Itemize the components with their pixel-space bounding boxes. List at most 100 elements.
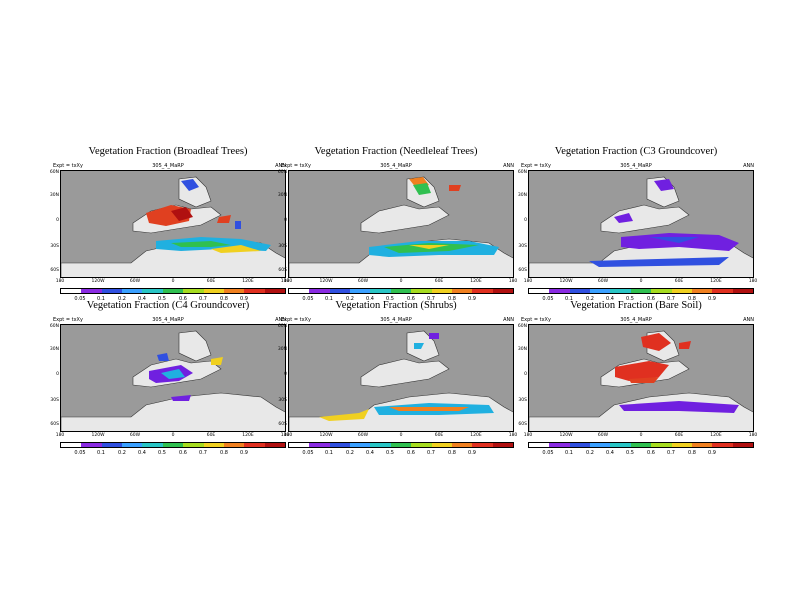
colorbar-label: 0.7 — [667, 450, 675, 456]
colorbar-swatch — [732, 289, 753, 293]
colorbar-swatch — [101, 289, 123, 293]
colorbar-swatch — [549, 443, 570, 447]
colorbar-label: 0.4 — [606, 450, 614, 456]
lon-label: 60E — [206, 279, 216, 284]
lat-label: 60S — [518, 422, 527, 427]
lat-label: 30S — [50, 244, 59, 249]
colorbar-swatch — [370, 443, 391, 447]
colorbar-label: 0.2 — [586, 296, 594, 302]
lon-label: 120E — [242, 433, 254, 438]
lon-label: 60W — [129, 279, 141, 284]
colorbar-swatch — [183, 443, 204, 447]
colorbar-label: 0.1 — [565, 450, 573, 456]
map — [288, 324, 514, 432]
lon-label: 180 — [508, 433, 518, 438]
colorbar-label: 0.1 — [97, 296, 105, 302]
lon-label: 120E — [470, 279, 482, 284]
lon-label: 120E — [710, 433, 722, 438]
colorbar-swatch — [691, 443, 713, 447]
colorbar-label: 0.6 — [407, 296, 415, 302]
colorbar-swatch — [203, 443, 224, 447]
colorbar-swatch — [81, 443, 102, 447]
colorbar-label: 0.1 — [565, 296, 573, 302]
colorbar-swatch — [492, 443, 513, 447]
lat-label: 60N — [49, 324, 59, 329]
colorbar-swatch — [691, 289, 713, 293]
colorbar-swatch — [472, 443, 493, 447]
lon-label: 180 — [55, 279, 65, 284]
lat-label: 30N — [49, 347, 59, 352]
colorbar-label: 0.8 — [220, 296, 228, 302]
colorbar-label: 0.5 — [158, 450, 166, 456]
colorbar-label: 0.4 — [138, 296, 146, 302]
panel-title: Vegetation Fraction (C3 Groundcover) — [554, 146, 718, 157]
lat-label: 30N — [517, 347, 527, 352]
colorbar-swatch — [671, 289, 692, 293]
panel-bare-soil: Vegetation Fraction (Bare Soil) Expt = t… — [516, 300, 758, 462]
colorbar-swatch — [122, 289, 143, 293]
colorbar-swatch — [671, 443, 692, 447]
colorbar-label: 0.9 — [240, 450, 248, 456]
colorbar-swatch — [244, 289, 265, 293]
colorbar-swatch — [712, 289, 733, 293]
colorbar-swatch — [451, 289, 473, 293]
colorbar-swatch — [549, 289, 570, 293]
colorbar-label: 0.1 — [325, 296, 333, 302]
colorbar-label: 0.6 — [179, 450, 187, 456]
colorbar-swatch — [142, 289, 163, 293]
season-label: ANN — [743, 317, 754, 323]
lon-label: 0 — [171, 433, 175, 438]
season-label: ANN — [275, 163, 286, 169]
colorbar-swatch — [101, 443, 123, 447]
colorbar-label: 0.7 — [667, 296, 675, 302]
season-label: ANN — [275, 317, 286, 323]
lat-label: 60N — [517, 170, 527, 175]
colorbar-swatch — [329, 289, 351, 293]
lon-label: 60W — [129, 433, 141, 438]
colorbar-label: 0.05 — [542, 296, 554, 302]
lon-label: 180 — [280, 433, 290, 438]
colorbar-label: 0.05 — [302, 450, 314, 456]
colorbar-label: 0.8 — [220, 450, 228, 456]
colorbar-swatch — [492, 289, 513, 293]
colorbar-swatch — [264, 443, 285, 447]
colorbar-swatch — [264, 289, 285, 293]
map — [528, 324, 754, 432]
colorbar-swatch — [81, 289, 102, 293]
lat-label: 0 — [524, 372, 527, 377]
lon-label: 60W — [357, 279, 369, 284]
lon-label: 180 — [748, 433, 758, 438]
colorbar-label: 0.7 — [427, 450, 435, 456]
map — [60, 170, 286, 278]
lon-label: 0 — [639, 279, 643, 284]
season-label: ANN — [503, 163, 514, 169]
lat-label: 30N — [49, 193, 59, 198]
colorbar-swatch — [569, 289, 591, 293]
lon-label: 120W — [91, 433, 105, 438]
colorbar-swatch — [329, 443, 351, 447]
lon-label: 120W — [559, 279, 573, 284]
colorbar-swatch — [390, 289, 412, 293]
colorbar-label: 0.5 — [626, 450, 634, 456]
panel-title: Vegetation Fraction (Shrubs) — [335, 300, 457, 311]
colorbar-swatch — [223, 443, 245, 447]
colorbar — [60, 442, 286, 448]
colorbar-swatch — [309, 289, 330, 293]
lon-label: 0 — [639, 433, 643, 438]
colorbar-swatch — [289, 443, 310, 447]
colorbar-swatch — [162, 443, 184, 447]
lon-label: 120W — [559, 433, 573, 438]
lat-label: 60S — [278, 422, 287, 427]
colorbar-swatch — [569, 443, 591, 447]
experiment-label: Expt = txXy — [521, 317, 551, 323]
colorbar-swatch — [431, 289, 452, 293]
colorbar-label: 0.9 — [240, 296, 248, 302]
lat-label: 60N — [277, 170, 287, 175]
colorbar-swatch — [411, 443, 432, 447]
panel-title: Vegetation Fraction (Broadleaf Trees) — [88, 146, 248, 157]
colorbar-swatch — [122, 443, 143, 447]
colorbar-swatch — [651, 443, 672, 447]
colorbar-swatch — [61, 443, 82, 447]
lon-label: 60E — [674, 279, 684, 284]
lat-label: 30S — [278, 398, 287, 403]
